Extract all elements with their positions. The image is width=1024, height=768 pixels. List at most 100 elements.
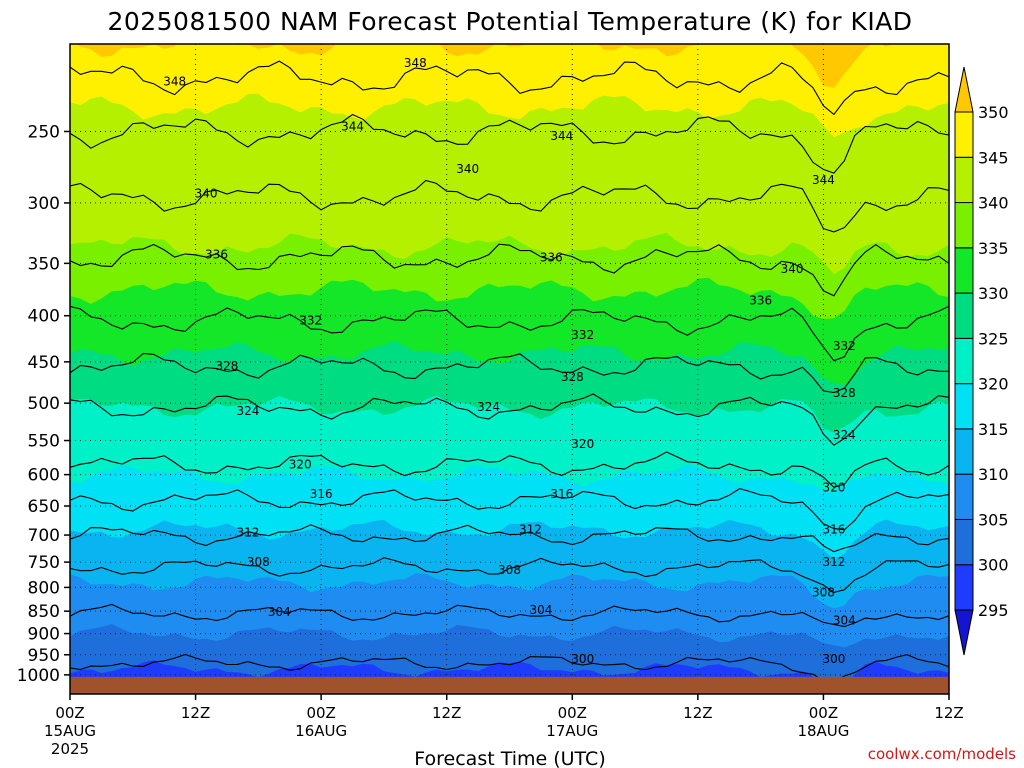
contour-label-332: 332 bbox=[571, 328, 594, 342]
colorbar-label: 295 bbox=[978, 601, 1009, 620]
x-axis-label: Forecast Time (UTC) bbox=[414, 748, 605, 768]
contour-label-328: 328 bbox=[561, 370, 584, 384]
contour-label-312: 312 bbox=[236, 525, 259, 539]
contour-label-340: 340 bbox=[456, 162, 479, 176]
x-tick-date: 18AUG bbox=[797, 722, 849, 740]
contour-line-308 bbox=[70, 557, 949, 593]
contour-line-316 bbox=[70, 488, 949, 531]
colorbar-label: 325 bbox=[978, 329, 1009, 348]
colorbar-label: 315 bbox=[978, 420, 1009, 439]
y-tick-label: 950 bbox=[28, 646, 60, 666]
contour-label-336: 336 bbox=[749, 294, 772, 308]
x-tick-date: 17AUG bbox=[546, 722, 598, 740]
colorbar-label: 310 bbox=[978, 465, 1009, 484]
colorbar: 295 300 305 310 315 320 325 330 335 340 345 350 bbox=[954, 66, 1009, 656]
contour-label-300: 300 bbox=[822, 652, 845, 666]
contour-label-324: 324 bbox=[477, 400, 500, 414]
contour-line-336 bbox=[70, 243, 949, 297]
contour-label-320: 320 bbox=[822, 480, 845, 494]
colorbar-swatch-340 bbox=[954, 156, 974, 204]
y-tick-label: 300 bbox=[28, 194, 60, 214]
colorbar-swatch-335 bbox=[954, 202, 974, 249]
ground-strip bbox=[70, 676, 949, 694]
colorbar-label: 305 bbox=[978, 510, 1009, 529]
x-tick-date: 15AUG bbox=[44, 722, 96, 740]
x-tick-label: 12Z bbox=[181, 704, 210, 722]
contour-label-336: 336 bbox=[540, 251, 563, 265]
x-tick-label: 00Z bbox=[558, 704, 587, 722]
colorbar-label: 300 bbox=[978, 556, 1009, 575]
contour-label-336: 336 bbox=[205, 247, 228, 261]
contour-label-312: 312 bbox=[519, 522, 542, 536]
contour-line-312 bbox=[70, 524, 949, 553]
colorbar-swatch-300 bbox=[954, 518, 974, 566]
contour-label-312: 312 bbox=[822, 555, 845, 569]
contour-label-308: 308 bbox=[498, 563, 521, 577]
contour-line-320 bbox=[70, 451, 949, 488]
filled-contours bbox=[70, 44, 949, 694]
contour-lines bbox=[70, 60, 949, 683]
contour-line-344 bbox=[70, 113, 949, 174]
contour-label-348: 348 bbox=[404, 56, 427, 70]
contour-label-332: 332 bbox=[833, 339, 856, 353]
contour-line-348 bbox=[70, 60, 949, 116]
colorbar-swatch-325 bbox=[954, 292, 974, 339]
contour-line-328 bbox=[70, 352, 949, 394]
contour-label-340: 340 bbox=[195, 187, 218, 201]
contour-labels: 300 300 304 304 304 308 308 308 312 312 312 316 316 3… bbox=[163, 56, 856, 666]
y-tick-label: 1000 bbox=[17, 666, 60, 686]
colorbar-arrow-high bbox=[954, 66, 974, 113]
colorbar-label: 345 bbox=[978, 148, 1009, 167]
contour-line-300 bbox=[70, 653, 949, 683]
chart-title: 2025081500 NAM Forecast Potential Temper… bbox=[107, 7, 912, 36]
contour-label-320: 320 bbox=[289, 458, 312, 472]
contour-label-344: 344 bbox=[341, 120, 364, 134]
fill-band-350 bbox=[70, 44, 949, 88]
contour-line-324 bbox=[70, 393, 949, 446]
contour-line-304 bbox=[70, 603, 949, 628]
contour-label-304: 304 bbox=[833, 613, 856, 627]
colorbar-swatch-315 bbox=[954, 383, 974, 430]
contour-label-304: 304 bbox=[529, 603, 552, 617]
colorbar-swatch-320 bbox=[954, 337, 974, 385]
y-tick-label: 800 bbox=[28, 578, 60, 598]
contour-line-332 bbox=[70, 305, 949, 362]
x-tick-label: 00Z bbox=[809, 704, 838, 722]
colorbar-label: 330 bbox=[978, 284, 1009, 303]
colorbar-swatch-310 bbox=[954, 428, 974, 475]
ground-fill bbox=[70, 676, 949, 694]
contour-label-308: 308 bbox=[247, 555, 270, 569]
colorbar-swatch-345 bbox=[954, 111, 974, 158]
colorbar-arrow-low bbox=[954, 609, 974, 656]
colorbar-swatch-295 bbox=[954, 564, 974, 611]
contour-label-340: 340 bbox=[781, 262, 804, 276]
y-tick-label: 650 bbox=[28, 497, 60, 517]
y-tick-label: 750 bbox=[28, 553, 60, 573]
contour-label-304: 304 bbox=[268, 605, 291, 619]
contour-label-324: 324 bbox=[236, 404, 259, 418]
contour-label-344: 344 bbox=[812, 173, 835, 187]
y-tick-label: 700 bbox=[28, 526, 60, 546]
y-tick-label: 500 bbox=[28, 394, 60, 414]
colorbar-label: 350 bbox=[978, 103, 1009, 122]
colorbar-label: 340 bbox=[978, 194, 1009, 213]
x-tick-label: 12Z bbox=[934, 704, 963, 722]
x-tick-date: 16AUG bbox=[295, 722, 347, 740]
x-tick-label: 00Z bbox=[55, 704, 84, 722]
contour-label-328: 328 bbox=[216, 359, 239, 373]
colorbar-label: 335 bbox=[978, 239, 1009, 258]
contour-label-320: 320 bbox=[571, 437, 594, 451]
plot-frame bbox=[69, 43, 950, 695]
contour-label-316: 316 bbox=[550, 487, 573, 501]
y-tick-label: 400 bbox=[28, 307, 60, 327]
contour-label-316: 316 bbox=[310, 487, 333, 501]
y-tick-label: 250 bbox=[28, 122, 60, 142]
contour-label-328: 328 bbox=[833, 386, 856, 400]
contour-line-340 bbox=[70, 179, 949, 233]
contour-label-316: 316 bbox=[822, 522, 845, 536]
x-tick-label: 12Z bbox=[432, 704, 461, 722]
y-tick-label: 900 bbox=[28, 625, 60, 645]
y-axis-ticks: 250 300 350 400 450 500 550 600 650 700 750 800 850 9… bbox=[17, 122, 70, 686]
